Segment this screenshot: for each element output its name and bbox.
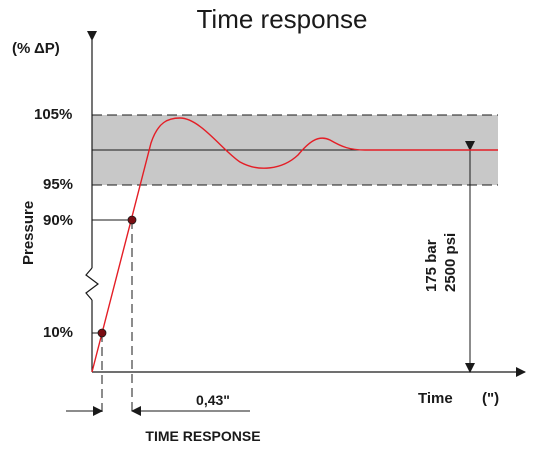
pressure-bar-label: 175 bar [423, 239, 440, 292]
x-axis-title: Time [418, 390, 453, 407]
response-curve [91, 117, 498, 373]
time-response-caption: TIME RESPONSE [145, 428, 260, 444]
response-time-value: 0,43" [196, 392, 230, 408]
level-10-label: 10% [43, 324, 73, 341]
x-unit-label: (") [482, 390, 499, 407]
pressure-psi-label: 2500 psi [442, 233, 459, 292]
diagram-title: Time response [197, 4, 368, 34]
y-axis-title: Pressure [20, 201, 37, 265]
point-90-marker [127, 215, 137, 225]
level-105-label: 105% [34, 106, 72, 123]
point-10-marker [97, 328, 107, 338]
level-95-label: 95% [43, 176, 73, 193]
level-90-label: 90% [43, 212, 73, 229]
y-unit-label: (% ΔP) [12, 40, 60, 57]
y-axis-break [85, 267, 99, 301]
